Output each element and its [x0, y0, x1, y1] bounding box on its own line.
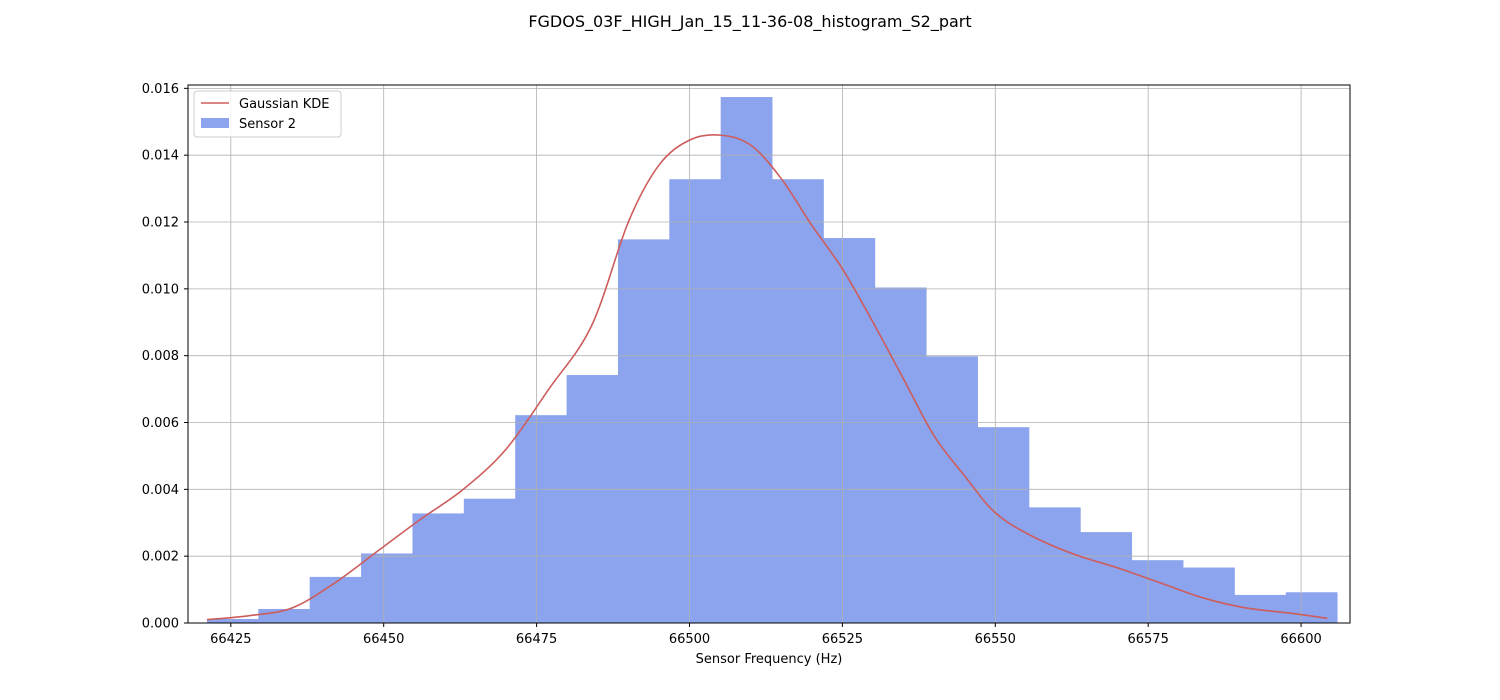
legend: Gaussian KDE Sensor 2: [193, 90, 342, 138]
x-tick-label: 66475: [516, 632, 557, 647]
y-tick-label: 0.000: [142, 617, 179, 632]
y-tick-label: 0.016: [142, 82, 179, 97]
histogram-bar: [1080, 532, 1133, 623]
histogram-bar: [977, 427, 1030, 623]
y-tick-label: 0.014: [142, 149, 179, 164]
x-tick-label: 66450: [363, 632, 404, 647]
y-tick-label: 0.006: [142, 416, 179, 431]
histogram-bar: [1028, 507, 1081, 623]
x-tick-label: 66550: [975, 632, 1016, 647]
x-tick-label: 66575: [1127, 632, 1168, 647]
x-axis-ticks: 66425 66450 66475 66500 66525 66550 66575 66600: [210, 623, 1322, 647]
histogram-bar: [1183, 567, 1235, 623]
histogram-bar: [412, 513, 465, 623]
kde-curve-layer: [206, 134, 1328, 621]
histogram-bar: [1234, 594, 1287, 623]
histogram-bar: [617, 239, 670, 623]
histogram-bar: [463, 498, 516, 623]
y-tick-label: 0.012: [142, 216, 179, 231]
histogram-bars: [206, 97, 1338, 624]
histogram-bar: [669, 179, 722, 624]
y-tick-label: 0.002: [142, 550, 179, 565]
histogram-bar: [361, 553, 413, 623]
histogram-bar: [1131, 560, 1184, 623]
histogram-bar: [874, 287, 927, 623]
histogram-bar: [823, 238, 876, 624]
legend-histogram-swatch: [201, 118, 229, 128]
chart-title: FGDOS_03F_HIGH_Jan_15_11-36-08_histogram…: [528, 12, 971, 32]
legend-histogram-label: Sensor 2: [239, 117, 296, 132]
y-axis-ticks: 0.000 0.002 0.004 0.006 0.008 0.010 0.012 0.014…: [142, 82, 188, 632]
histogram-bar: [206, 618, 259, 623]
x-tick-label: 66425: [210, 632, 251, 647]
histogram-bar: [566, 375, 619, 623]
x-tick-label: 66500: [669, 632, 710, 647]
x-axis-label: Sensor Frequency (Hz): [696, 652, 843, 667]
histogram-bar: [515, 415, 567, 623]
histogram-bar: [772, 179, 824, 624]
legend-kde-label: Gaussian KDE: [239, 97, 330, 112]
histogram-bar: [720, 97, 773, 623]
plot-area: [187, 84, 1351, 624]
histogram-bar: [309, 576, 362, 623]
kde-curve: [206, 134, 1328, 621]
legend-box: [193, 90, 342, 138]
x-tick-label: 66600: [1280, 632, 1321, 647]
x-tick-label: 66525: [822, 632, 863, 647]
plot-frame: [187, 84, 1351, 624]
y-tick-label: 0.008: [142, 349, 179, 364]
histogram-bar: [1285, 592, 1338, 623]
y-tick-label: 0.004: [142, 483, 179, 498]
y-tick-label: 0.010: [142, 282, 179, 297]
